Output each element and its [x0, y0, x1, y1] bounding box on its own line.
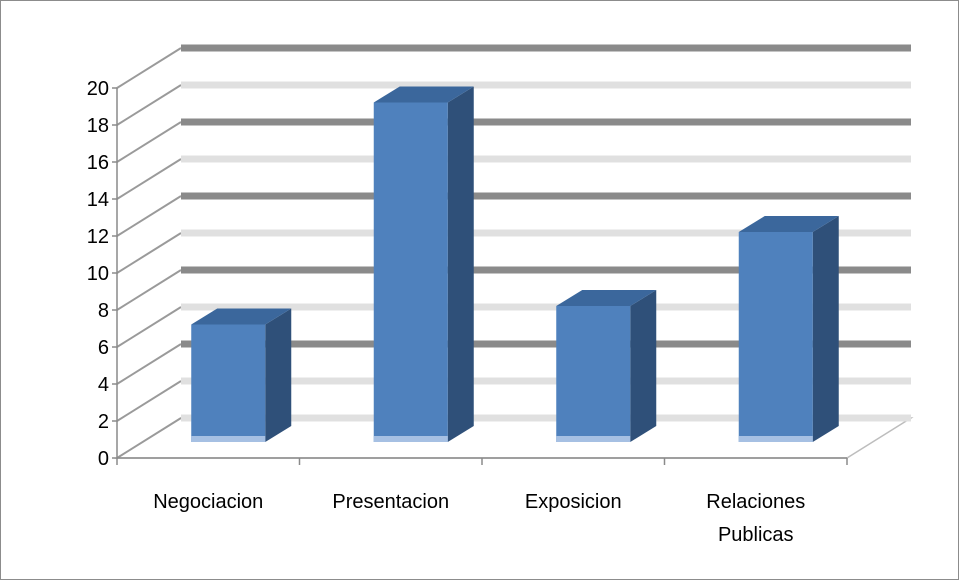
gridline-side — [116, 417, 182, 459]
x-tick-label: Publicas — [718, 524, 794, 546]
bar — [191, 308, 292, 442]
y-tick-label: 20 — [87, 78, 109, 100]
y-tick-label: 16 — [87, 152, 109, 174]
bar-top — [373, 86, 474, 103]
y-tick-label: 14 — [87, 189, 109, 211]
bar-top — [738, 216, 839, 232]
bars — [191, 86, 839, 442]
y-tick-label: 10 — [87, 263, 109, 285]
bar-front — [738, 232, 813, 442]
bar-base — [373, 436, 448, 442]
bar-top — [556, 290, 657, 306]
gridline-side — [116, 232, 182, 274]
y-tick-label: 0 — [98, 448, 109, 470]
bar-side — [265, 308, 292, 442]
gridline-side — [116, 343, 182, 385]
gridline-side — [116, 195, 182, 237]
y-tick-label: 18 — [87, 115, 109, 137]
gridline-side — [116, 84, 182, 126]
gridline-side — [116, 306, 182, 348]
bar-front — [556, 306, 631, 442]
x-tick-label: Presentacion — [332, 491, 449, 513]
bar-side — [447, 86, 474, 442]
y-axis: 0 2 4 6 8 10 12 14 16 18 20 — [87, 78, 118, 470]
y-tick-label: 8 — [98, 300, 109, 322]
bar-front — [191, 324, 266, 442]
bar — [738, 216, 839, 442]
x-axis: Negociacion Presentacion Exposicion Relacio… — [116, 457, 848, 546]
y-tick-label: 6 — [98, 337, 109, 359]
bar-base — [191, 436, 266, 442]
bar-side — [630, 290, 657, 442]
y-tick-label: 2 — [98, 411, 109, 433]
gridline-side — [116, 47, 182, 89]
x-tick-label: Relaciones — [706, 491, 805, 513]
gridline-side — [116, 158, 182, 200]
bar-top — [191, 308, 292, 325]
gridline-side — [116, 121, 182, 163]
y-tick-label: 4 — [98, 374, 109, 396]
y-tick-label: 12 — [87, 226, 109, 248]
bar — [556, 290, 657, 442]
bar-base — [738, 436, 813, 442]
gridline-side — [116, 269, 182, 311]
x-tick-label: Exposicion — [525, 491, 622, 513]
gridline-side — [116, 380, 182, 422]
bar-front — [373, 102, 448, 442]
bar-side — [812, 216, 839, 442]
bar — [373, 86, 474, 442]
x-tick-label: Negociacion — [153, 491, 263, 513]
bar-base — [556, 436, 631, 442]
